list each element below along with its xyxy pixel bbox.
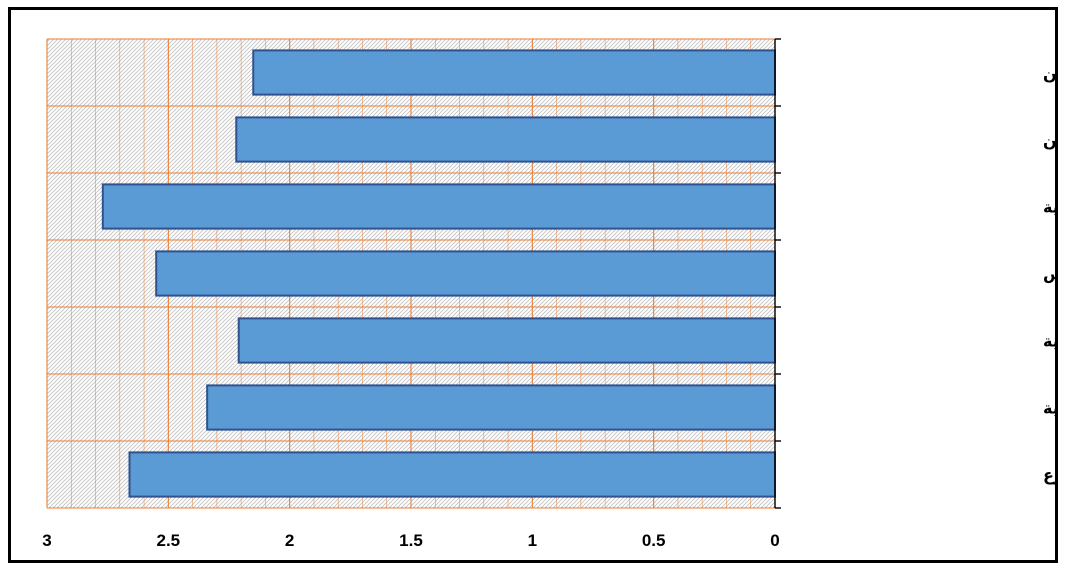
category-axis	[774, 38, 781, 509]
x-tick-label: 0	[770, 531, 779, 550]
category-label: الغيابات المستمرة للدارسين	[1043, 66, 1055, 83]
bar	[206, 384, 777, 431]
category-labels: الغيابات المستمرة للدارسين تفاوت العمر بي…	[1043, 66, 1055, 485]
chart-frame: الغيابات المستمرة للدارسين تفاوت العمر بي…	[8, 7, 1058, 563]
x-tick-label: 3	[42, 531, 51, 550]
category-label: تفاوت العمر بين الدارسين	[1043, 133, 1055, 150]
x-tick-label: 2	[285, 531, 294, 550]
x-tick-label: 1.5	[399, 531, 423, 550]
bar	[237, 317, 776, 364]
x-tick-label: 1	[528, 531, 537, 550]
category-label: قلة عدد مدارس التعليم المسرع	[1043, 468, 1055, 485]
x-tick-label: 2.5	[157, 531, 181, 550]
bar	[128, 451, 777, 498]
x-tick-labels: 0 0.5 1 1.5 2 2.5 3	[42, 531, 779, 550]
x-tick-label: 0.5	[642, 531, 666, 550]
category-label: صعوبة المناهج الدراسية	[1043, 200, 1055, 217]
bar	[155, 250, 776, 297]
bar	[101, 183, 776, 230]
bar-chart: الغيابات المستمرة للدارسين تفاوت العمر بي…	[42, 38, 1055, 550]
bar	[252, 49, 776, 96]
category-label: نقص في الكوادر التعليمية	[1043, 334, 1055, 352]
category-label: قلة التجهيزات المدرسية	[1043, 401, 1055, 418]
bar	[235, 116, 776, 163]
category-label: قصر وقت الدرس	[1043, 267, 1055, 284]
